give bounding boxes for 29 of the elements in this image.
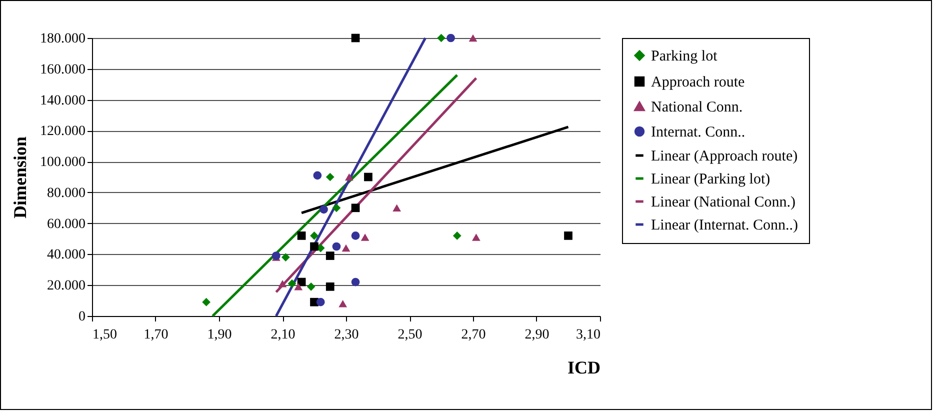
legend-label: Linear (Parking lot): [651, 172, 770, 188]
y-tick-label: 0: [78, 310, 86, 324]
x-tick-label: 1,50: [92, 328, 117, 342]
x-tick-label: 2,50: [398, 328, 422, 342]
y-tick-label: 60.000: [47, 216, 86, 232]
legend-label: Internat. Conn..: [651, 124, 746, 140]
legend-label: Parking lot: [651, 48, 718, 64]
x-tick-label: 2,30: [334, 328, 359, 342]
y-tick-label: 140.000: [40, 93, 86, 108]
x-tick-label: 1,90: [207, 328, 232, 342]
y-tick-label: 160.000: [40, 62, 86, 78]
legend-label: Linear (National Conn.): [651, 194, 796, 210]
legend-label: Linear (Internat. Conn..): [651, 218, 798, 234]
legend-label: National Conn.: [651, 100, 743, 116]
y-tick-label: 120.000: [40, 124, 86, 140]
y-tick-label: 80.000: [47, 186, 86, 201]
y-axis-title: Dimension: [10, 136, 30, 219]
x-tick-label: 2,70: [461, 328, 486, 342]
legend-label: Linear (Approach route): [651, 148, 798, 164]
y-tick-label: 100.000: [40, 155, 86, 170]
x-tick-label: 1,70: [144, 328, 168, 342]
x-axis-title: ICD: [567, 358, 600, 378]
x-tick-label: 2,10: [270, 328, 296, 342]
legend-label: Approach route: [651, 74, 746, 90]
x-tick-label: 2,90: [524, 328, 550, 342]
y-tick-label: 20.000: [47, 278, 86, 294]
y-tick-label: 180.000: [40, 32, 86, 46]
y-tick-label: 40.000: [47, 248, 86, 263]
x-tick-label: 3,10: [576, 328, 600, 342]
